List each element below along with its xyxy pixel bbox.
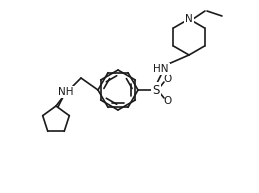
Text: O: O	[164, 96, 172, 106]
Text: HN: HN	[153, 64, 169, 74]
Text: NH: NH	[58, 87, 74, 97]
Text: O: O	[164, 74, 172, 84]
Text: N: N	[185, 14, 193, 24]
Text: S: S	[152, 84, 160, 96]
